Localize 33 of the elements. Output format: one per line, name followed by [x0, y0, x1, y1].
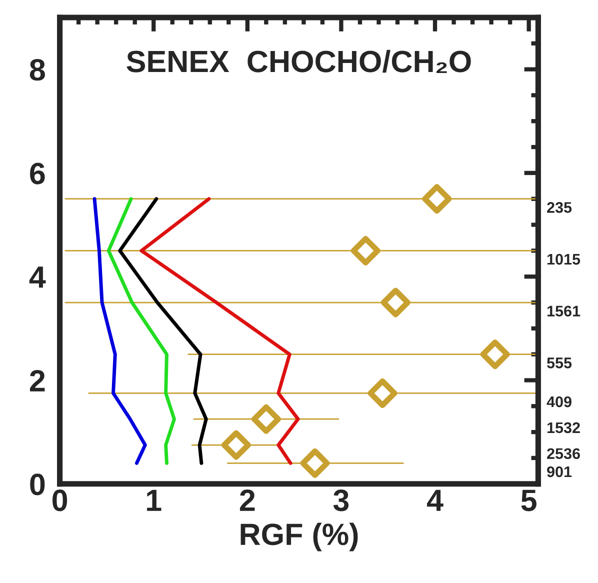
text: 1015 — [547, 254, 580, 265]
point — [380, 288, 410, 318]
line-series — [106, 197, 176, 465]
y-tick-label: 0 — [30, 474, 45, 496]
line-series — [118, 197, 208, 465]
x-tick-label: 2 — [240, 490, 255, 511]
point — [251, 404, 281, 434]
point — [368, 378, 398, 408]
text: 235 — [547, 202, 572, 213]
x-tick-label: 1 — [147, 490, 162, 511]
x-axis-title: RGF (%) — [240, 522, 358, 552]
point — [300, 448, 330, 478]
point — [350, 236, 380, 266]
y-tick-label: 4 — [29, 266, 46, 288]
y-tick-label: 6 — [30, 162, 45, 184]
text: 1532 — [547, 422, 580, 434]
text: 2536 — [547, 448, 580, 460]
point — [480, 340, 510, 370]
x-tick-label: 4 — [426, 490, 444, 511]
point — [221, 430, 251, 460]
text: 409 — [546, 396, 572, 408]
line-series — [92, 197, 147, 465]
x-tick-label: 3 — [333, 490, 349, 512]
x-tick-label: 0 — [52, 490, 68, 512]
point — [422, 184, 452, 214]
text: SENEX CHOCHO/CH₂O — [126, 50, 471, 73]
text: 1561 — [547, 306, 580, 317]
y-tick-label: 2 — [30, 370, 45, 392]
text: 555 — [547, 358, 572, 368]
y-tick-label: 8 — [30, 59, 45, 81]
x-tick-label: 5 — [521, 490, 536, 512]
line-series — [140, 197, 300, 465]
text: 901 — [547, 466, 572, 478]
